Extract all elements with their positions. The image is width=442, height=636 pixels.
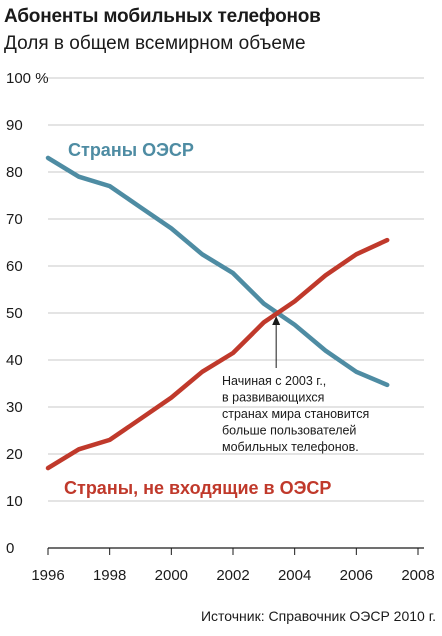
y-tick-label: 60 <box>6 258 23 275</box>
y-tick-label: 10 <box>6 493 23 510</box>
series-line-1 <box>45 155 390 388</box>
chart-subtitle: Доля в общем всемирном объеме <box>4 33 306 54</box>
y-tick-label: 90 <box>6 117 23 134</box>
source-note: Источник: Справочник ОЭСР 2010 г. <box>200 608 436 624</box>
x-tick-label: 2002 <box>216 567 249 584</box>
y-tick-label: 100 % <box>6 70 49 87</box>
x-tick-label: 2000 <box>155 567 188 584</box>
y-tick-label: 20 <box>6 446 23 463</box>
y-tick-label: 0 <box>6 540 14 557</box>
series-labels: Страны ОЭСР Страны, не входящие в ОЭСР <box>64 140 331 498</box>
series-lines <box>45 155 390 471</box>
y-tick-label: 80 <box>6 164 23 181</box>
annotation-text-line: странах мира становится <box>222 407 369 421</box>
y-tick-label: 50 <box>6 305 23 322</box>
annotation-text-line: больше пользователей <box>222 424 356 438</box>
x-tick-label: 2004 <box>278 567 311 584</box>
y-tick-label: 70 <box>6 211 23 228</box>
series-label-non-oecd: Страны, не входящие в ОЭСР <box>64 478 331 498</box>
annotation-text-line: мобильных телефонов. <box>222 440 359 454</box>
axes: 0 10 20 30 40 50 60 70 80 90 100 % 1996 1998 2000 2002… <box>6 70 435 584</box>
gridlines <box>48 77 424 502</box>
y-tick-label: 30 <box>6 399 23 416</box>
series-line-2 <box>45 237 390 471</box>
annotation-text-line: Начиная с 2003 г., <box>222 374 326 388</box>
y-tick-label: 40 <box>6 352 23 369</box>
series-label-oecd: Страны ОЭСР <box>68 140 194 160</box>
annotation-arrowhead <box>272 316 281 325</box>
annotation-text-line: в развивающихся <box>222 391 324 405</box>
x-tick-label: 2006 <box>340 567 373 584</box>
x-tick-label: 2008 <box>401 567 434 584</box>
chart-title: Абоненты мобильных телефонов <box>4 6 321 27</box>
x-tick-label: 1996 <box>31 567 64 584</box>
annotation: Начиная с 2003 г., в развивающихся странах… <box>222 316 369 454</box>
x-tick-label: 1998 <box>93 567 126 584</box>
